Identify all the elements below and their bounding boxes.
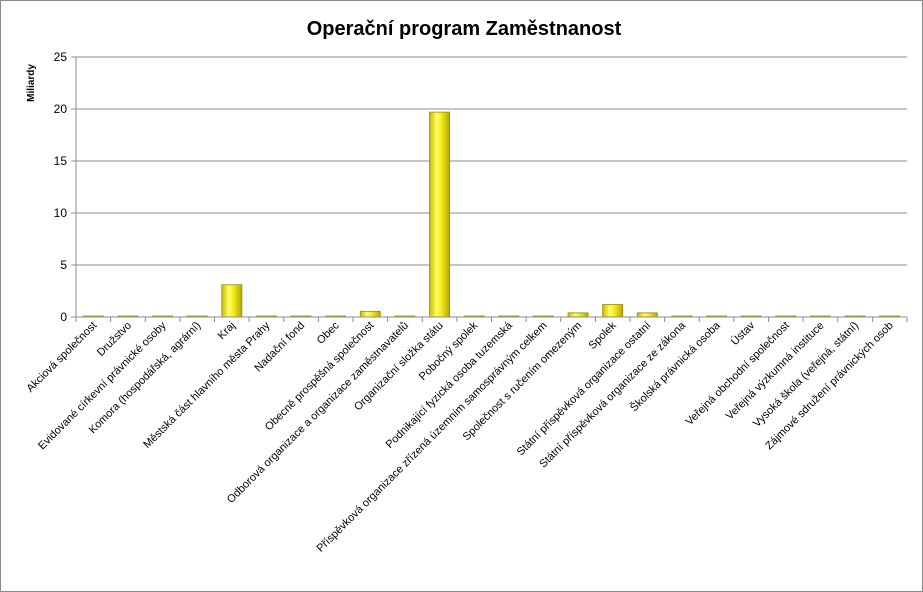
y-tick-label: 5 bbox=[60, 258, 67, 272]
y-tick-label: 0 bbox=[60, 310, 67, 324]
y-axis-label: Miliardy bbox=[26, 64, 37, 102]
y-tick-label: 15 bbox=[54, 154, 68, 168]
x-category-label: Městská část hlavního města Prahy bbox=[141, 319, 273, 451]
chart-title: Operační program Zaměstnanost bbox=[307, 18, 622, 40]
x-category-label: Spolek bbox=[587, 319, 620, 352]
x-category-label: Zájmové sdružení právnických osob bbox=[763, 320, 896, 453]
y-tick-label: 25 bbox=[54, 50, 68, 64]
x-category-label: Obec bbox=[315, 319, 342, 346]
bars bbox=[82, 111, 901, 318]
x-category-label: Kraj bbox=[216, 320, 238, 342]
y-tick-labels: 0 5 10 15 20 25 bbox=[54, 50, 68, 324]
y-tick-label: 20 bbox=[54, 102, 68, 116]
bar bbox=[567, 312, 589, 318]
x-category-label: Pobočný spolek bbox=[417, 319, 481, 383]
bar bbox=[636, 312, 658, 318]
x-category-label: Ústav bbox=[728, 319, 757, 348]
bar bbox=[221, 284, 243, 318]
x-category-label: Evidované církevní právnické osoby bbox=[36, 319, 169, 452]
axes bbox=[75, 57, 908, 322]
bar bbox=[359, 310, 381, 318]
bar bbox=[429, 111, 451, 318]
x-category-label: Akciová společnost bbox=[24, 320, 99, 395]
y-tick-label: 10 bbox=[54, 206, 68, 220]
x-category-label: Příspěvková organizace zřízená územním s… bbox=[315, 320, 550, 555]
gridlines bbox=[71, 56, 907, 318]
bar bbox=[602, 304, 624, 318]
x-category-label: Podnikající fyzická osoba tuzemská bbox=[384, 319, 516, 451]
